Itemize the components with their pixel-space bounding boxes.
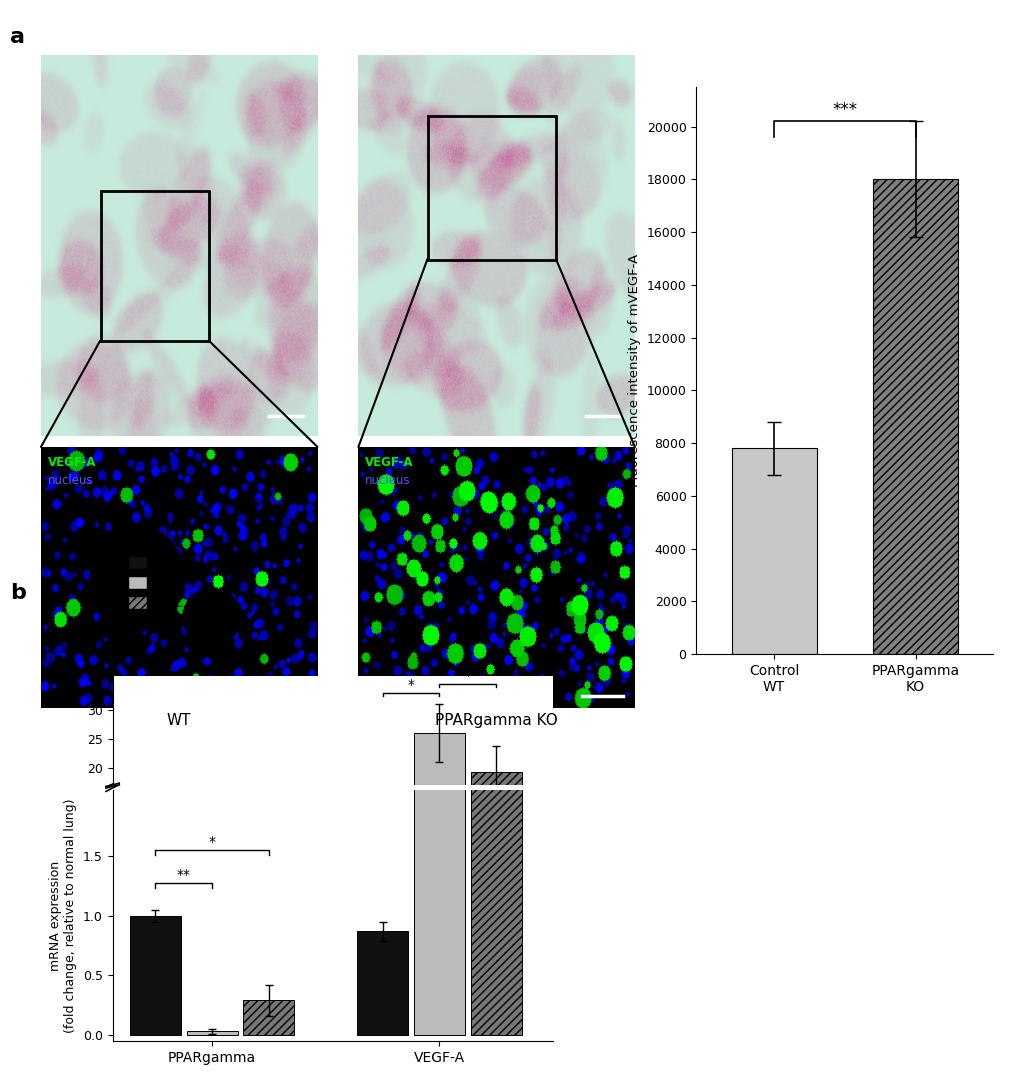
Bar xyxy=(471,0,521,1036)
Y-axis label: Fluorescence intensity of mVEGF-A: Fluorescence intensity of mVEGF-A xyxy=(628,254,641,487)
Text: *: * xyxy=(408,678,415,692)
Text: a: a xyxy=(10,27,26,47)
Bar xyxy=(414,734,465,882)
Text: PPARgamma KO: PPARgamma KO xyxy=(435,713,558,728)
Text: ***: *** xyxy=(833,101,857,119)
Bar xyxy=(100,192,209,341)
Text: b: b xyxy=(10,583,27,603)
Text: VEGF-A: VEGF-A xyxy=(48,456,96,469)
Bar xyxy=(732,448,816,654)
Bar xyxy=(357,931,409,1036)
Text: **: ** xyxy=(177,868,190,882)
Bar xyxy=(471,772,521,882)
Bar xyxy=(873,180,957,654)
Text: WT: WT xyxy=(167,713,191,728)
Legend: Normal lung, AC, SCC: Normal lung, AC, SCC xyxy=(123,552,239,615)
Bar xyxy=(428,117,556,259)
Bar xyxy=(414,0,465,1036)
Text: *: * xyxy=(209,835,216,849)
Text: nucleus: nucleus xyxy=(48,474,93,487)
Bar xyxy=(130,916,181,1036)
Text: nucleus: nucleus xyxy=(366,474,411,487)
Y-axis label: mRNA expression
(fold change, relative to normal lung): mRNA expression (fold change, relative t… xyxy=(49,798,78,1033)
Bar xyxy=(357,877,409,882)
Text: *: * xyxy=(464,669,471,683)
Bar xyxy=(244,1001,295,1036)
Text: VEGF-A: VEGF-A xyxy=(366,456,414,469)
Bar xyxy=(186,1031,238,1035)
